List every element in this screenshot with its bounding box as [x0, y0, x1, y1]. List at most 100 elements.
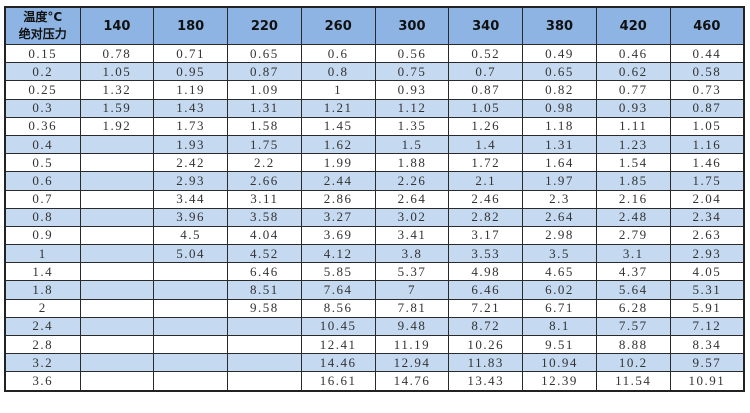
value-cell [227, 371, 302, 392]
pressure-cell: 0.5 [4, 153, 81, 173]
table-row: 0.2 1.05 0.95 0.87 0.8 0.75 0.7 0.65 0.62 0.58 [4, 62, 745, 82]
value-cell: 9.48 [374, 316, 450, 337]
value-cell: 0.46 [595, 43, 671, 64]
value-cell: 8.1 [522, 316, 597, 337]
value-cell: 1.4 [448, 134, 524, 155]
pressure-cell: 2 [4, 298, 81, 318]
value-cell [79, 262, 155, 282]
value-cell: 7.57 [595, 316, 671, 337]
header-row: 温度°C 绝对压力 140 180 220 260 300 340 380 420 460 [4, 6, 745, 45]
value-cell: 1.46 [669, 153, 745, 173]
value-cell: 6.28 [595, 298, 671, 318]
value-cell: 1.97 [522, 171, 597, 191]
value-cell: 4.98 [448, 262, 524, 282]
value-cell: 1.26 [448, 116, 524, 136]
value-cell: 1.23 [595, 134, 671, 155]
value-cell: 5.85 [300, 262, 376, 282]
value-cell: 1.12 [374, 98, 450, 118]
value-cell: 7.12 [669, 316, 745, 337]
value-cell: 4.52 [227, 244, 302, 264]
value-cell: 1.59 [79, 98, 155, 118]
value-cell: 3.41 [374, 225, 450, 246]
value-cell: 1.92 [79, 116, 155, 136]
value-cell: 3.02 [374, 207, 450, 227]
value-cell: 1.19 [153, 80, 229, 100]
value-cell: 5.37 [374, 262, 450, 282]
value-cell [79, 153, 155, 173]
value-cell: 0.95 [153, 62, 229, 82]
temperature-header: 380 [522, 6, 597, 45]
table-row: 2.8 12.41 11.19 10.26 9.51 8.88 8.34 [4, 334, 745, 355]
value-cell: 8.88 [595, 334, 671, 355]
pressure-cell: 0.4 [4, 134, 81, 155]
value-cell: 1.32 [79, 80, 155, 100]
value-cell: 7.81 [374, 298, 450, 318]
value-cell: 12.94 [374, 353, 450, 373]
value-cell [79, 244, 155, 264]
value-cell: 13.43 [448, 371, 524, 392]
value-cell: 3.53 [448, 244, 524, 264]
pressure-cell: 2.4 [4, 316, 81, 337]
pressure-cell: 0.9 [4, 225, 81, 246]
value-cell: 3.96 [153, 207, 229, 227]
value-cell: 2.3 [522, 189, 597, 209]
temperature-header: 260 [300, 6, 376, 45]
value-cell: 11.54 [595, 371, 671, 392]
value-cell [79, 207, 155, 227]
pressure-label: 绝对压力 [18, 27, 67, 41]
value-cell: 0.62 [595, 62, 671, 82]
pressure-cell: 0.36 [4, 116, 81, 136]
value-cell: 5.91 [669, 298, 745, 318]
value-cell: 6.46 [448, 280, 524, 300]
value-cell: 0.77 [595, 80, 671, 100]
value-cell: 3.69 [300, 225, 376, 246]
value-cell: 2.2 [227, 153, 302, 173]
value-cell [79, 280, 155, 300]
value-cell: 1.62 [300, 134, 376, 155]
value-cell: 0.65 [227, 43, 302, 64]
value-cell: 10.45 [300, 316, 376, 337]
value-cell: 6.02 [522, 280, 597, 300]
value-cell: 10.94 [522, 353, 597, 373]
value-cell [79, 353, 155, 373]
value-cell: 7.21 [448, 298, 524, 318]
value-cell: 2.82 [448, 207, 524, 227]
value-cell: 4.05 [669, 262, 745, 282]
value-cell [79, 225, 155, 246]
value-cell [79, 371, 155, 392]
value-cell [79, 134, 155, 155]
pressure-cell: 1 [4, 244, 81, 264]
value-cell: 9.51 [522, 334, 597, 355]
pressure-cell: 1.4 [4, 262, 81, 282]
table-row: 1.4 6.46 5.85 5.37 4.98 4.65 4.37 4.05 [4, 262, 745, 282]
value-cell: 1 [300, 80, 376, 100]
value-cell: 6.71 [522, 298, 597, 318]
value-cell: 0.75 [374, 62, 450, 82]
temperature-header: 220 [227, 6, 302, 45]
value-cell: 2.1 [448, 171, 524, 191]
table-row: 2.4 10.45 9.48 8.72 8.1 7.57 7.12 [4, 316, 745, 337]
value-cell: 9.57 [669, 353, 745, 373]
value-cell [227, 334, 302, 355]
value-cell: 3.8 [374, 244, 450, 264]
value-cell [153, 280, 229, 300]
value-cell: 1.09 [227, 80, 302, 100]
value-cell [153, 298, 229, 318]
value-cell: 11.83 [448, 353, 524, 373]
value-cell: 7 [374, 280, 450, 300]
pressure-cell: 0.7 [4, 189, 81, 209]
value-cell: 2.46 [448, 189, 524, 209]
value-cell: 0.7 [448, 62, 524, 82]
value-cell: 2.98 [522, 225, 597, 246]
value-cell: 2.66 [227, 171, 302, 191]
temperature-header: 420 [595, 6, 671, 45]
temperature-header: 140 [79, 6, 155, 45]
value-cell: 0.44 [669, 43, 745, 64]
value-cell: 5.04 [153, 244, 229, 264]
value-cell: 9.58 [227, 298, 302, 318]
value-cell: 3.17 [448, 225, 524, 246]
value-cell: 2.42 [153, 153, 229, 173]
value-cell: 1.11 [595, 116, 671, 136]
value-cell: 2.79 [595, 225, 671, 246]
value-cell: 0.82 [522, 80, 597, 100]
